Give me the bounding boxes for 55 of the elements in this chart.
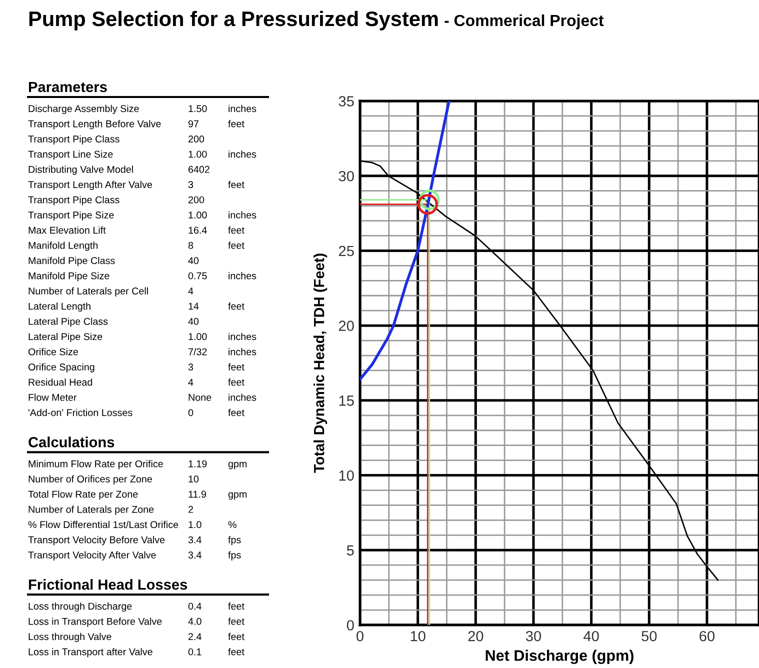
text: Number of Laterals per Zone 2 xyxy=(28,506,193,515)
y-tick-label: 15 xyxy=(339,396,354,406)
text: Transport Velocity After Valve 3.4 fps xyxy=(28,551,241,560)
text: Transport Pipe Class 200 xyxy=(28,196,204,206)
text: Manifold Pipe Size 0.75 inches xyxy=(28,272,256,282)
y-axis-title: Total Dynamic Head, TDH (Feet) xyxy=(314,254,328,473)
text: Manifold Pipe Class 40 xyxy=(28,256,199,266)
text: Frictional Head Losses xyxy=(28,579,188,590)
text: Transport Velocity Before Valve 3.4 fps xyxy=(28,536,241,546)
text: Transport Pipe Size 1.00 inches xyxy=(28,211,256,220)
text: Manifold Length 8 feet xyxy=(28,242,244,251)
text: Loss in Transport after Valve 0.1 feet xyxy=(28,648,244,658)
y-tick-label: 10 xyxy=(339,470,354,481)
x-tick-label: 40 xyxy=(584,630,599,642)
x-tick-label: 0 xyxy=(356,630,364,642)
y-tick-label: 0 xyxy=(346,620,354,630)
text: Number of Laterals per Cell 4 xyxy=(28,287,194,296)
text: Minimum Flow Rate per Orifice 1.19 gpm xyxy=(28,460,247,470)
text: Transport Length Before Valve 97 feet xyxy=(28,120,244,130)
y-tick-label: 35 xyxy=(338,96,354,106)
text: Lateral Pipe Size 1.00 inches xyxy=(28,332,256,342)
y-tick-label: 20 xyxy=(338,320,354,331)
text: Total Flow Rate per Zone 11.9 gpm xyxy=(28,490,247,500)
x-tick-label: 30 xyxy=(526,630,542,642)
chart-subtitle: - Commerical Project xyxy=(444,14,604,30)
y-tick-label: 30 xyxy=(338,170,354,182)
x-axis-title: Net Discharge (gpm) xyxy=(486,650,634,664)
text: Transport Line Size 1.00 inches xyxy=(28,150,256,160)
line-series xyxy=(360,101,450,381)
text: Distributing Valve Model 6402 xyxy=(28,166,210,175)
text: Transport Pipe Class 200 xyxy=(28,135,204,144)
y-tick-label: 5 xyxy=(346,545,354,556)
text: Parameters xyxy=(28,82,107,92)
text: Orifice Size 7/32 inches xyxy=(28,348,256,356)
y-tick-label: 25 xyxy=(338,246,354,256)
text: Flow Meter None inches xyxy=(28,394,256,401)
text: Calculations xyxy=(28,436,114,448)
x-tick-label: 20 xyxy=(468,630,484,642)
text: Orifice Spacing 3 feet xyxy=(28,363,244,372)
x-tick-label: 60 xyxy=(700,630,714,642)
text: Loss through Valve 2.4 feet xyxy=(28,632,244,642)
text: Discharge Assembly Size 1.50 inches xyxy=(28,104,256,114)
text: Loss through Discharge 0.4 feet xyxy=(28,602,244,612)
x-tick-label: 10 xyxy=(410,630,426,642)
x-tick-label: 50 xyxy=(642,630,657,642)
text: % Flow Differential 1st/Last Orifice 1.0 % xyxy=(28,520,236,528)
text: Residual Head 4 feet xyxy=(28,378,244,386)
text: Lateral Pipe Class 40 xyxy=(28,318,199,327)
text: Transport Length After Valve 3 feet xyxy=(28,180,244,190)
chart-title: Pump Selection for a Pressurized System xyxy=(29,10,438,30)
text: 'Add-on' Friction Losses 0 feet xyxy=(28,408,244,416)
text: Max Elevation Lift 16.4 feet xyxy=(28,226,244,234)
text: Number of Orifices per Zone 10 xyxy=(28,475,199,484)
text: Loss in Transport Before Valve 4.0 feet xyxy=(28,618,244,627)
text: Lateral Length 14 feet xyxy=(28,302,244,312)
